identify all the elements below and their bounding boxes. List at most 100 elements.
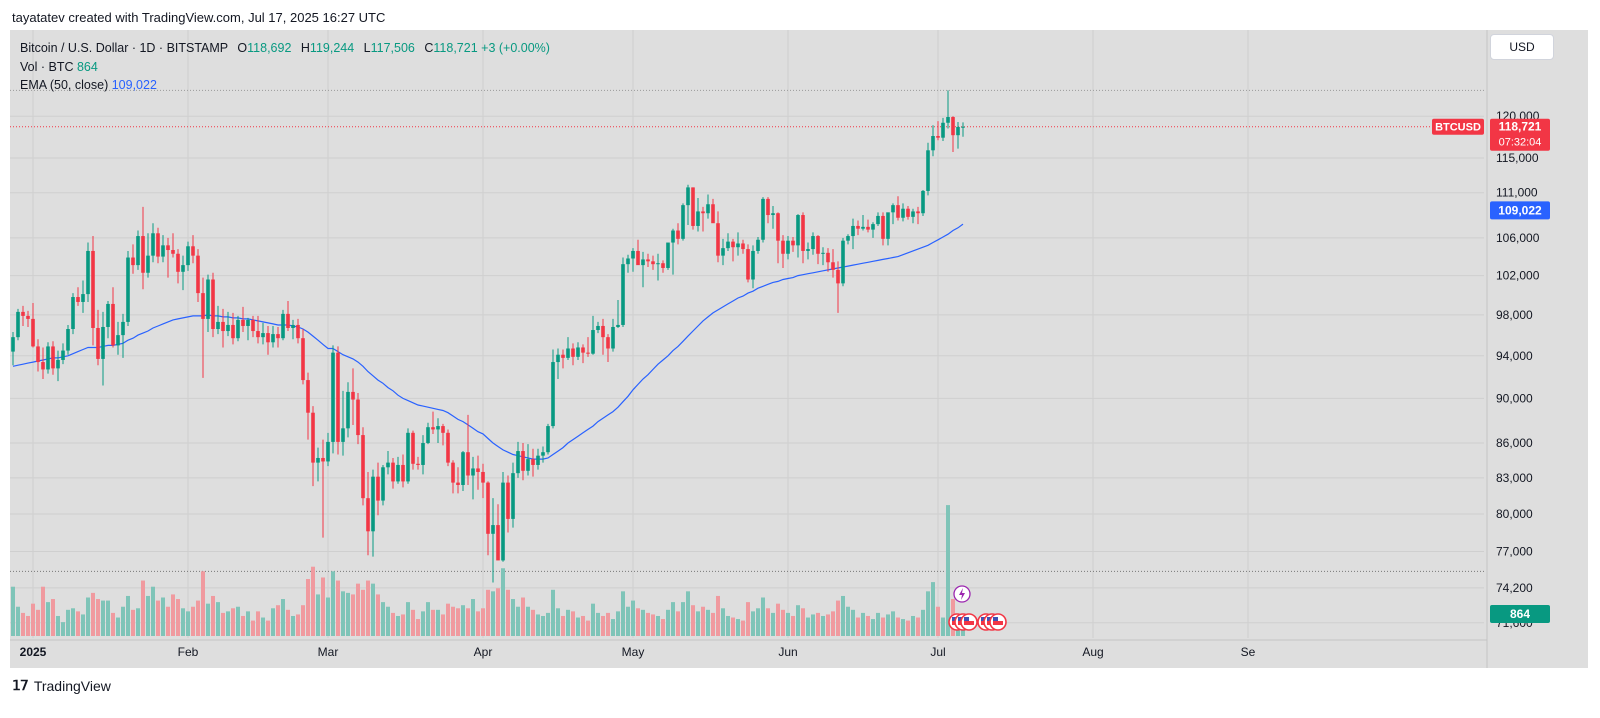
candle [866,219,870,233]
volume-bar [791,615,795,636]
candle-body [171,250,175,254]
candle-body [536,455,540,465]
candle-body [516,451,520,474]
volume-bar [191,606,195,636]
candle-body [96,327,100,359]
volume-bar [51,599,55,636]
volume-bar [176,599,180,636]
candle-body [451,462,455,483]
countdown-label: 07:32:04 [1499,137,1542,149]
candle [776,212,780,264]
candle-body [791,240,795,246]
candle-body [666,242,670,268]
candle [951,116,955,153]
candle [496,504,500,561]
candle [511,462,515,528]
volume-bar [711,612,715,636]
tradingview-brand[interactable]: 𝟣𝟩 TradingView [12,677,111,694]
candle-body [181,265,185,272]
volume-bar [721,608,725,636]
volume-bar [231,608,235,636]
ema-legend-row[interactable]: EMA (50, close) 109,022 [20,76,550,95]
candle [456,467,460,494]
chart-area[interactable]: 71,60074,20077,00080,00083,00086,00090,0… [10,30,1588,668]
volume-bar [651,614,655,636]
tradingview-logo-icon: 𝟣𝟩 [12,677,29,693]
candle-body [406,432,410,482]
volume-bar [331,571,335,636]
price-chart-svg[interactable]: 71,60074,20077,00080,00083,00086,00090,0… [10,30,1588,668]
us-flag-canton [981,617,986,621]
candle [861,215,865,231]
candle-body [366,498,370,532]
candle [786,236,790,260]
candle-body [776,213,780,241]
candle-body [826,252,830,263]
volume-bar [596,612,600,636]
candle-body [391,462,395,482]
candle [926,142,930,196]
volume-bar [241,615,245,636]
volume-bar [101,600,105,636]
volume-bar [406,602,410,636]
volume-bar [276,605,280,636]
volume-bar [376,594,380,636]
us-flag-canton [964,617,969,621]
symbol-legend-row[interactable]: Bitcoin / U.S. Dollar · 1D · BITSTAMP O1… [20,39,550,58]
candle [136,230,140,270]
candle [106,300,110,339]
candle-body [561,354,565,358]
candle-body [916,211,920,214]
volume-legend-row[interactable]: Vol · BTC 864 [20,58,550,77]
candle-body [946,117,950,123]
volume-bar [161,597,165,636]
candle-body [281,313,285,339]
candle [91,236,95,346]
candle-body [306,380,310,413]
candle-body [551,362,555,427]
candle-body [866,226,870,230]
volume-bar [286,609,290,636]
candle-body [706,204,710,214]
symbol-badge-label: BTCUSD [1435,122,1481,134]
candle-body [841,240,845,284]
candle [281,309,285,341]
candle [856,220,860,236]
candle-body [896,205,900,218]
candle [76,287,80,306]
volume-bar [301,605,305,636]
volume-bar [911,615,915,636]
candle [416,456,420,470]
candle [726,233,730,251]
candle-body [861,226,865,229]
candle-body [636,250,640,266]
currency-selector-button[interactable]: USD [1490,34,1554,60]
candle-body [876,215,880,225]
candle [336,346,340,455]
volume-bar [901,619,905,636]
candle-body [346,391,350,429]
candle-body [156,233,160,257]
candle-body [531,459,535,465]
ema-badge [1490,201,1550,220]
candle [651,255,655,270]
candle [51,341,55,375]
author-name[interactable]: tayatatev [12,10,65,25]
volume-bar [786,612,790,636]
volume-bar [356,583,360,636]
candle-body [756,239,760,251]
candle-body [751,250,755,280]
candle [256,315,260,344]
volume-bar [76,611,80,636]
volume-bar [516,606,520,636]
volume-bar [561,615,565,636]
volume-bar [281,599,285,636]
candle-body [766,198,770,216]
candle [876,212,880,226]
volume-bar [461,605,465,636]
candle [206,274,210,333]
price-tick-label: 90,000 [1496,391,1533,405]
volume-bar [471,599,475,636]
candle-body [141,236,145,273]
candle [636,239,640,266]
